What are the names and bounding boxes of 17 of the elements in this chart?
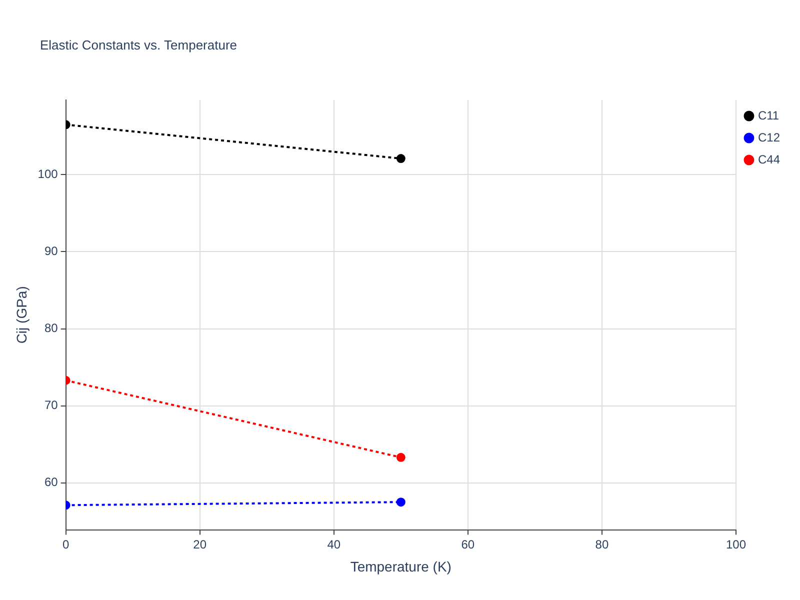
x-tick-label: 80 <box>595 537 609 552</box>
y-tick-label: 70 <box>44 398 58 412</box>
chart-title: Elastic Constants vs. Temperature <box>40 38 238 53</box>
x-tick-label: 40 <box>327 537 341 552</box>
x-tick-label: 0 <box>62 537 70 552</box>
x-tick-label: 100 <box>726 537 746 552</box>
x-tick-label: 60 <box>461 537 475 552</box>
legend-label: C11 <box>758 108 780 122</box>
y-tick-label: 80 <box>44 321 58 336</box>
legend-label: C44 <box>758 152 780 166</box>
x-axis-title: Temperature (K) <box>350 558 452 574</box>
y-tick-label: 90 <box>44 244 58 258</box>
y-tick-label: 100 <box>38 167 58 182</box>
y-axis-title: Cij (GPa) <box>13 286 30 344</box>
legend-label: C12 <box>758 130 780 144</box>
y-tick-label: 60 <box>44 475 58 490</box>
x-tick-label: 20 <box>193 537 207 552</box>
